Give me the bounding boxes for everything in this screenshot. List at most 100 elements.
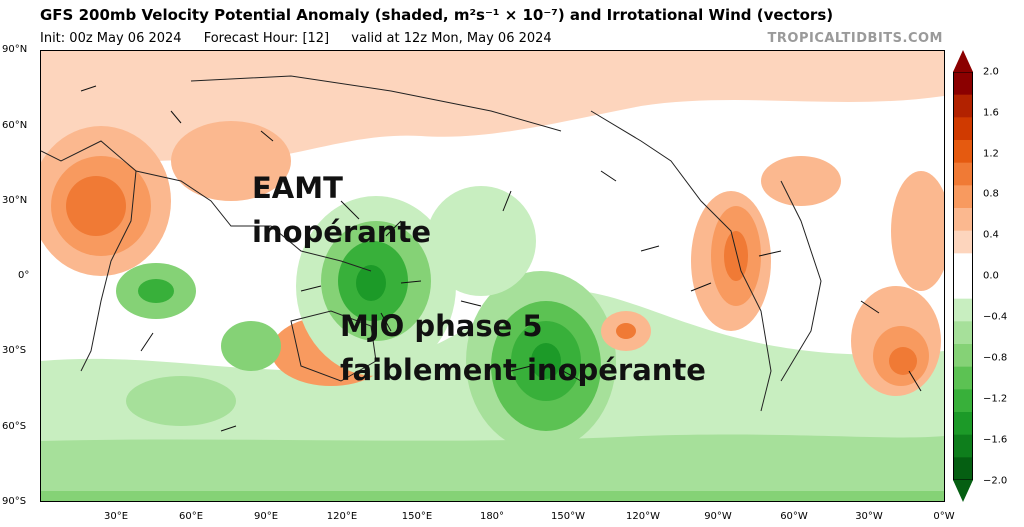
colorbar-segment (953, 230, 973, 254)
wind-vector (380, 312, 392, 332)
wind-vector (908, 370, 922, 392)
colorbar-segment (953, 412, 973, 436)
colorbar-segment (953, 162, 973, 186)
lat-label: 60°N (2, 120, 28, 131)
wind-vector (400, 280, 422, 284)
positive-center-americas-core (724, 231, 748, 281)
lon-label: 150°E (401, 511, 433, 522)
wind-vector (758, 250, 782, 257)
colorbar-segment (953, 457, 973, 481)
wind-vector (80, 85, 97, 92)
colorbar-segment (953, 366, 973, 390)
colorbar-label: −2.0 (983, 475, 1008, 487)
positive-center-south-atlantic-core (889, 347, 917, 375)
colorbar-segment (953, 208, 973, 232)
lat-label: 60°S (2, 421, 27, 432)
coastlines (41, 75, 822, 412)
lat-label: 90°N (2, 44, 28, 55)
positive-center-atlantic-north (761, 156, 841, 206)
colorbar-segment (953, 298, 973, 322)
colorbar-label: 1.2 (983, 148, 999, 160)
negative-anomaly-band-pole (41, 491, 944, 501)
colorbar-segment (953, 321, 973, 345)
annotation-eamt: EAMT (252, 171, 343, 205)
wind-vector (640, 245, 660, 252)
colorbar-label: 2.0 (983, 66, 999, 78)
negative-center-southwest (221, 321, 281, 371)
lon-label: 60°W (780, 511, 808, 522)
colorbar-segment (953, 253, 973, 277)
positive-center-asia (171, 121, 291, 201)
colorbar-label: −0.4 (983, 311, 1008, 323)
coast-south-asia (135, 170, 372, 272)
annotation-mjo-status: faiblement inopérante (340, 353, 706, 387)
colorbar-segment (953, 72, 973, 96)
positive-center-africa-core (66, 176, 126, 236)
valid-time: valid at 12z Mon, May 06 2024 (351, 31, 552, 46)
colorbar-label: 1.6 (983, 107, 999, 119)
wind-vector (502, 190, 512, 212)
colorbar-segment (953, 276, 973, 300)
annotation-mjo: MJO phase 5 (340, 309, 543, 343)
lon-label: 120°E (326, 511, 358, 522)
colorbar-segment (953, 117, 973, 141)
negative-center-indian-core (138, 279, 174, 303)
positive-center-africa-east (891, 171, 944, 291)
negative-lobe-north-pacific (426, 186, 536, 296)
lat-label: 30°S (2, 345, 27, 356)
negative-center-southern-ocean (126, 376, 236, 426)
coast-africa (41, 140, 137, 372)
colorbar-label: 0.4 (983, 229, 999, 241)
colorbar-max-arrow (953, 50, 973, 72)
lat-label: 90°S (2, 496, 27, 507)
wind-vector (510, 365, 532, 372)
anomaly-map (41, 51, 944, 501)
wind-vector (140, 332, 154, 352)
lon-label: 90°E (253, 511, 279, 522)
wind-vector (260, 130, 274, 142)
lon-label: 30°W (855, 511, 883, 522)
colorbar-label: −0.8 (983, 352, 1008, 364)
wind-vector (170, 110, 182, 124)
brand-watermark: TROPICALTIDBITS.COM (767, 31, 943, 46)
colorbar-label: 0.8 (983, 188, 999, 200)
wind-vector (385, 220, 402, 237)
run-info: Init: 00z May 06 2024 Forecast Hour: [12… (40, 31, 570, 46)
colorbar-label: −1.2 (983, 393, 1008, 405)
wind-vector (460, 300, 482, 307)
colorbar-segment (953, 94, 973, 118)
negative-center-wpac-max (356, 265, 386, 301)
wind-vector (220, 425, 237, 432)
lat-label: 30°N (2, 195, 28, 206)
lon-label: 90°W (704, 511, 732, 522)
coast-australia (290, 310, 377, 382)
lat-label: 0° (18, 270, 30, 281)
coast-asia-north (190, 75, 562, 132)
negative-center-cpac-max (531, 343, 561, 379)
colorbar-segments (953, 71, 973, 481)
wind-vector (562, 370, 582, 382)
wind-vector (300, 285, 322, 292)
wind-vector (690, 282, 712, 292)
colorbar-segment (953, 140, 973, 164)
colorbar (953, 50, 973, 502)
colorbar-segment (953, 434, 973, 458)
colorbar-min-arrow (953, 480, 973, 502)
chart-title: GFS 200mb Velocity Potential Anomaly (sh… (40, 6, 834, 24)
init-time: Init: 00z May 06 2024 (40, 31, 182, 46)
annotation-eamt-status: inopérante (252, 215, 431, 249)
positive-center-east-pacific-core (616, 323, 636, 339)
coast-americas-west (590, 110, 772, 412)
colorbar-segment (953, 344, 973, 368)
wind-vector (340, 200, 360, 220)
negative-anomaly-band-polar (41, 434, 944, 501)
colorbar-segment (953, 185, 973, 209)
lon-label: 120°W (626, 511, 660, 522)
lon-label: 150°W (551, 511, 585, 522)
colorbar-label: −1.6 (983, 434, 1008, 446)
colorbar-segment (953, 389, 973, 413)
wind-vector (860, 300, 880, 314)
coast-americas-east (780, 180, 822, 382)
wind-vectors (80, 85, 922, 432)
map-panel (40, 50, 945, 502)
